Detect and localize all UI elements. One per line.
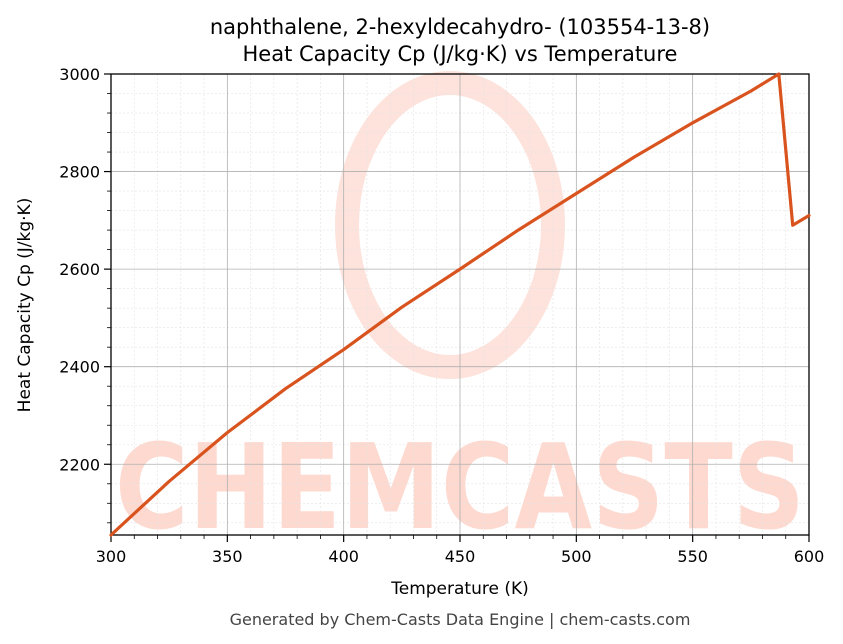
x-tick-labels: 300 350 400 450 500 550 600 bbox=[96, 547, 825, 566]
x-tick-label: 450 bbox=[445, 547, 476, 566]
y-tick-label: 2800 bbox=[59, 163, 100, 182]
chart-title-line1: naphthalene, 2-hexyldecahydro- (103554-1… bbox=[210, 15, 710, 39]
axis-ticks bbox=[104, 73, 810, 542]
x-tick-label: 400 bbox=[328, 547, 359, 566]
y-tick-label: 2200 bbox=[59, 455, 100, 474]
series-layer bbox=[109, 72, 811, 537]
footer-credit: Generated by Chem-Casts Data Engine | ch… bbox=[230, 610, 691, 629]
y-tick-labels: 2200 2400 2600 2800 3000 bbox=[59, 65, 100, 474]
x-axis-label: Temperature (K) bbox=[390, 579, 529, 599]
y-tick-label: 2600 bbox=[59, 260, 100, 279]
x-tick-label: 500 bbox=[561, 547, 592, 566]
x-tick-label: 550 bbox=[677, 547, 708, 566]
x-tick-label: 350 bbox=[212, 547, 243, 566]
y-tick-label: 2400 bbox=[59, 358, 100, 377]
chart-title-line2: Heat Capacity Cp (J/kg·K) vs Temperature bbox=[243, 42, 678, 66]
series-line bbox=[109, 72, 811, 537]
x-tick-label: 300 bbox=[96, 547, 127, 566]
y-tick-label: 3000 bbox=[59, 65, 100, 84]
x-tick-label: 600 bbox=[794, 547, 825, 566]
y-axis-label: Heat Capacity Cp (J/kg·K) bbox=[15, 198, 35, 413]
